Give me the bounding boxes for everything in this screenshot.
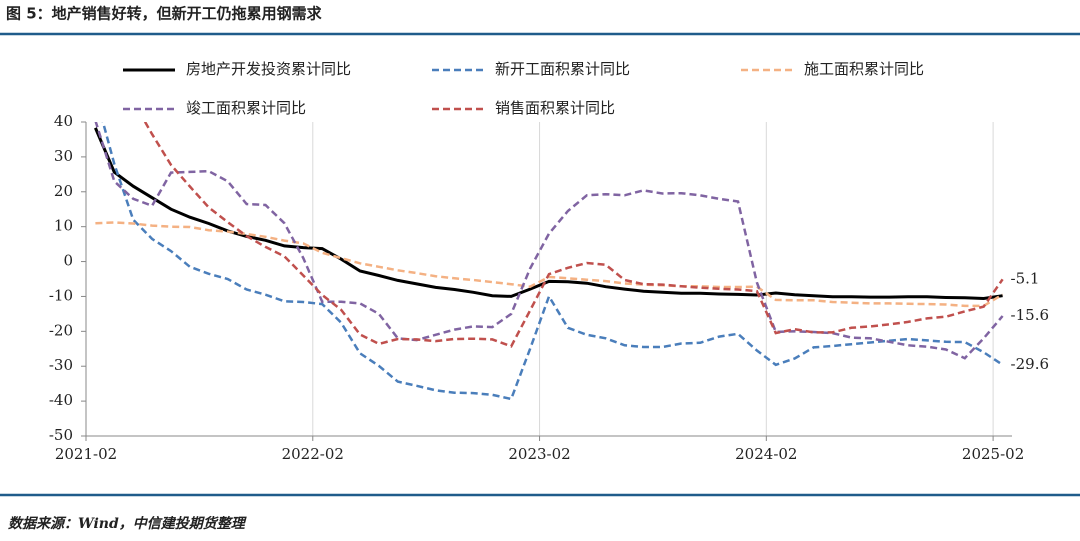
y-tick-label: -30 [49, 356, 73, 374]
y-tick-label: 20 [54, 182, 73, 200]
x-tick-label: 2023-02 [508, 445, 570, 463]
legend-label: 施工面积累计同比 [804, 60, 924, 78]
series-line [101, 122, 1004, 401]
series-line [94, 122, 1004, 360]
y-tick-label: 30 [54, 147, 73, 165]
end-label: -29.6 [1011, 355, 1049, 373]
y-tick-label: -10 [49, 286, 73, 304]
source-note: 数据来源：Wind，中信建投期货整理 [8, 515, 247, 532]
x-tick-label: 2022-02 [282, 445, 344, 463]
x-tick-label: 2021-02 [55, 445, 117, 463]
legend-label: 房地产开发投资累计同比 [186, 60, 351, 78]
x-tick-label: 2025-02 [962, 445, 1024, 463]
chart-title: 图 5：地产销售好转，但新开工仍拖累用钢需求 [6, 5, 323, 23]
y-tick-label: -20 [49, 321, 73, 339]
x-tick-label: 2024-02 [735, 445, 797, 463]
legend-label: 销售面积累计同比 [495, 99, 615, 117]
legend-label: 新开工面积累计同比 [495, 60, 630, 78]
end-label: -15.6 [1011, 306, 1049, 324]
y-tick-label: -50 [49, 426, 73, 444]
plot-area [94, 122, 1004, 401]
y-tick-label: 10 [54, 217, 73, 235]
legend-label: 竣工面积累计同比 [186, 99, 306, 117]
y-tick-label: -40 [49, 391, 73, 409]
y-tick-label: 0 [63, 252, 73, 270]
y-tick-label: 40 [54, 112, 73, 130]
series-line [143, 122, 1004, 348]
series-line [95, 221, 1004, 308]
end-label: -5.1 [1011, 269, 1040, 287]
